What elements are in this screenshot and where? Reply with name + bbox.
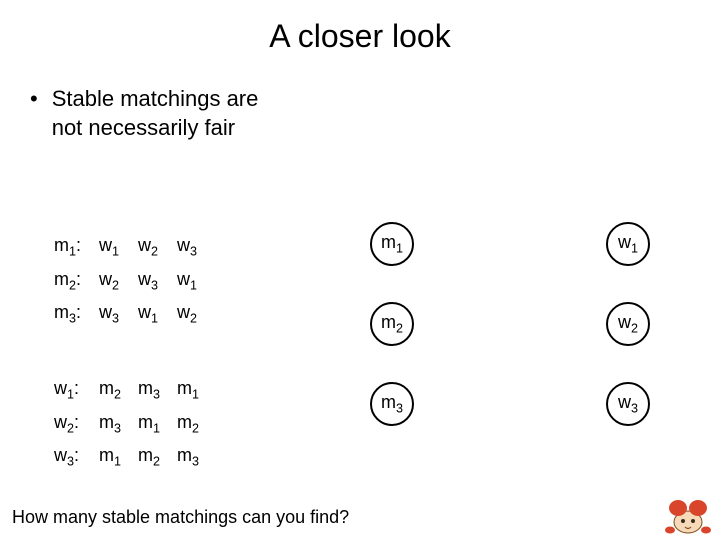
graph-node-w1: w1 (606, 222, 650, 266)
bullet-line-2: not necessarily fair (52, 114, 259, 143)
pref-row: m1: w1 w2 w3 (54, 235, 211, 259)
pref-row: m3: w3 w1 w2 (54, 302, 211, 326)
bullet-symbol: • (30, 85, 38, 114)
slide-title: A closer look (0, 0, 720, 55)
pref-row: w1: m2 m3 m1 (54, 378, 211, 402)
matching-graph: m1 w1 m2 w2 m3 w3 (370, 222, 650, 462)
mascot-icon (656, 492, 714, 536)
graph-node-m2: m2 (370, 302, 414, 346)
preference-list-m: m1: w1 w2 w3 m2: w2 w3 w1 m3: w3 w1 w2 (54, 235, 211, 336)
pref-row: w3: m1 m2 m3 (54, 445, 211, 469)
pref-row: m2: w2 w3 w1 (54, 269, 211, 293)
preference-list-w: w1: m2 m3 m1 w2: m3 m1 m2 w3: m1 m2 m3 (54, 378, 211, 479)
bullet-line-1: Stable matchings are (52, 85, 259, 114)
graph-node-m1: m1 (370, 222, 414, 266)
graph-node-w3: w3 (606, 382, 650, 426)
bullet-block: • Stable matchings are not necessarily f… (30, 85, 720, 142)
graph-node-w2: w2 (606, 302, 650, 346)
footer-question: How many stable matchings can you find? (12, 507, 349, 528)
pref-row: w2: m3 m1 m2 (54, 412, 211, 436)
graph-node-m3: m3 (370, 382, 414, 426)
